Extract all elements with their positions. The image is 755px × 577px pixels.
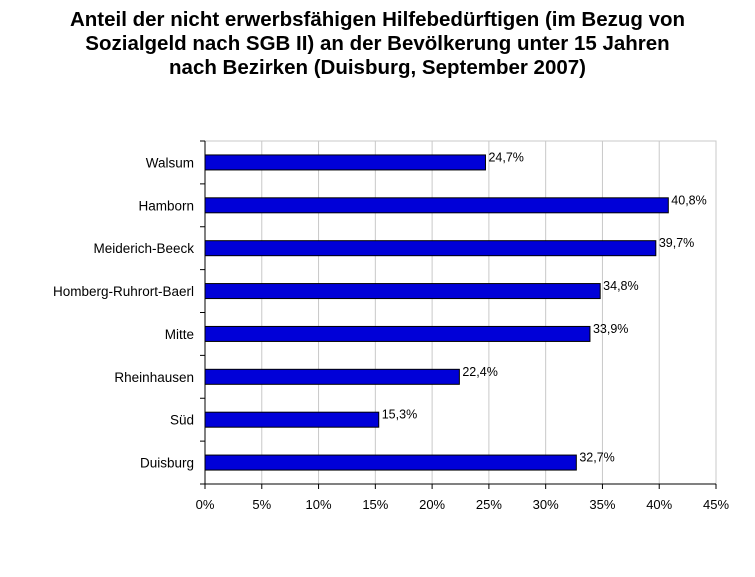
data-label: 15,3% xyxy=(382,408,417,422)
x-tick-label: 15% xyxy=(362,497,388,512)
category-label: Duisburg xyxy=(140,456,194,471)
data-label: 33,9% xyxy=(593,322,628,336)
x-tick-label: 45% xyxy=(703,497,729,512)
category-label: Hamborn xyxy=(138,198,194,213)
bar xyxy=(204,154,486,171)
chart-title-line-1: Anteil der nicht erwerbsfähigen Hilfebed… xyxy=(69,8,686,31)
data-label: 22,4% xyxy=(462,365,497,379)
category-label: Süd xyxy=(170,413,194,428)
bar xyxy=(204,454,577,471)
data-label: 24,7% xyxy=(488,150,523,164)
category-label: Walsum xyxy=(146,155,194,170)
bar xyxy=(204,411,380,428)
bar xyxy=(204,197,669,214)
bar xyxy=(204,240,657,257)
data-label: 40,8% xyxy=(671,193,706,207)
x-tick-label: 40% xyxy=(646,497,672,512)
data-label: 32,7% xyxy=(579,451,614,465)
x-tick-label: 20% xyxy=(419,497,445,512)
chart-title: Anteil der nicht erwerbsfähigen Hilfebed… xyxy=(0,8,755,80)
chart-title-line-2: Sozialgeld nach SGB II) an der Bevölkeru… xyxy=(85,32,670,55)
x-tick-label: 0% xyxy=(196,497,215,512)
bar xyxy=(204,368,460,385)
bar xyxy=(204,283,601,300)
category-label: Meiderich-Beeck xyxy=(93,241,194,256)
x-tick-label: 5% xyxy=(252,497,271,512)
bar xyxy=(204,325,591,342)
data-label: 34,8% xyxy=(603,279,638,293)
data-label: 39,7% xyxy=(659,236,694,250)
category-label: Homberg-Ruhrort-Baerl xyxy=(53,284,194,299)
category-label: Rheinhausen xyxy=(114,370,194,385)
category-label: Mitte xyxy=(165,327,194,342)
x-tick-label: 35% xyxy=(589,497,615,512)
x-tick-label: 30% xyxy=(533,497,559,512)
chart-title-line-3: nach Bezirken (Duisburg, September 2007) xyxy=(169,56,586,79)
x-tick-label: 10% xyxy=(306,497,332,512)
x-tick-label: 25% xyxy=(476,497,502,512)
plot-area xyxy=(204,140,717,485)
